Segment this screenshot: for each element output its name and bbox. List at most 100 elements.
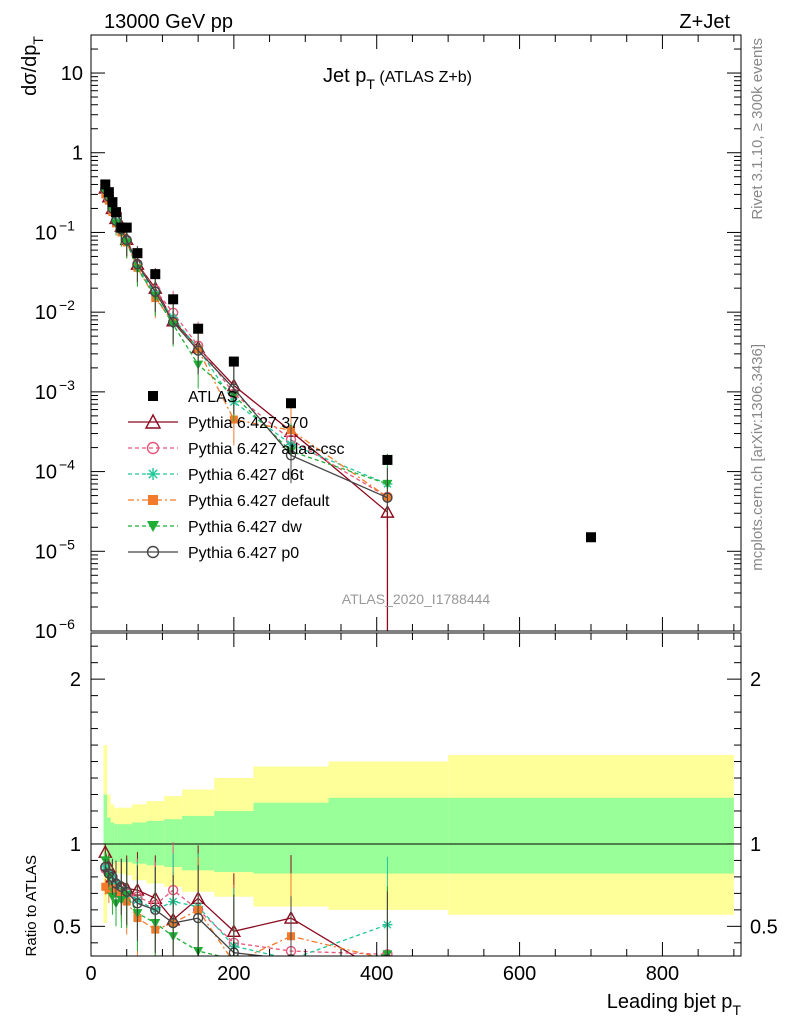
y-tick-exponent: −1 — [59, 217, 75, 233]
ratio-panel: 0 200 400 600 800 0.5 0.5 1 1 2 2 Ratio to ATLAS L… — [23, 632, 778, 1018]
ratio-point — [132, 898, 143, 909]
ratio-point — [103, 868, 115, 879]
legend-label: Pythia 6.427 default — [188, 493, 330, 510]
star-stroke — [148, 469, 158, 479]
x-tick-label: 600 — [503, 963, 536, 985]
rivet-label: Rivet 3.1.10, ≥ 300k events — [749, 38, 766, 220]
ratio-y-tick-label: 2 — [70, 669, 81, 691]
y-tick-label: 10 — [35, 222, 57, 244]
ratio-y-tick-label-right: 1 — [750, 834, 761, 856]
y-tick-exponent: −4 — [59, 457, 75, 473]
plot-title: Jet pT (ATLAS Z+b) — [323, 65, 472, 92]
legend-label: ATLAS — [188, 389, 238, 406]
ratio-point — [150, 904, 161, 916]
mcplots-label: mcplots.cern.ch [arXiv:1306.3436] — [749, 344, 766, 571]
ratio-point — [121, 886, 132, 897]
ratio-y-tick-label: 0.5 — [53, 916, 81, 938]
y-tick-exponent: −5 — [59, 536, 75, 552]
series-point — [167, 316, 179, 328]
data-point — [132, 248, 143, 259]
ratio-y-tick-label-right: 0.5 — [750, 916, 778, 938]
y-tick-exponent: −3 — [59, 377, 75, 393]
legend-entry: Pythia 6.427 dw — [128, 519, 302, 536]
stat-band — [103, 794, 108, 874]
data-point — [116, 222, 127, 233]
ratio-y-tick-label-right: 2 — [750, 669, 761, 691]
legend-marker — [146, 441, 160, 455]
data-point — [286, 398, 296, 409]
ratio-point — [192, 912, 204, 924]
legend-label: Pythia 6.427 d6t — [188, 467, 304, 484]
y-tick-exponent: −2 — [59, 297, 75, 313]
legend-label: Pythia 6.427 atlas-csc — [188, 441, 345, 458]
y-tick-label: 1 — [72, 143, 83, 165]
y-tick-label: 10 — [35, 462, 57, 484]
data-point — [193, 323, 204, 334]
data-point — [111, 207, 121, 218]
series-4 — [100, 185, 393, 514]
series-line — [104, 189, 388, 485]
ratio-point — [286, 954, 296, 956]
y-tick-label: 10 — [35, 382, 57, 404]
legend-marker — [148, 391, 158, 401]
stat-band — [214, 810, 254, 872]
series-point — [382, 492, 393, 503]
legend-marker — [147, 468, 159, 480]
data-point — [382, 454, 393, 465]
series-line — [104, 190, 388, 485]
stat-band — [146, 820, 165, 866]
series-point — [150, 286, 161, 298]
legend-marker — [147, 521, 159, 532]
legend-marker — [146, 545, 160, 559]
stat-band — [107, 817, 111, 869]
series-point — [285, 450, 297, 461]
series-line — [104, 187, 388, 513]
legend-marker — [144, 413, 162, 429]
energy-label: 13000 GeV pp — [104, 11, 233, 33]
legend: ATLAS Pythia 6.427 370 Pythia 6.427 atlas-… — [128, 389, 345, 562]
y-axis-label: dσ/dpT — [19, 36, 46, 96]
series-point — [228, 383, 240, 394]
stat-band — [448, 797, 734, 874]
process-label: Z+Jet — [679, 11, 730, 33]
data-point — [228, 356, 239, 367]
star-stroke — [287, 955, 289, 956]
ratio-point — [286, 964, 296, 973]
legend-entry: Pythia 6.427 default — [128, 493, 330, 510]
legend-label: Pythia 6.427 p0 — [188, 545, 299, 562]
main-frame — [90, 34, 742, 632]
data-point — [150, 269, 161, 280]
ratio-point — [110, 878, 122, 889]
legend-label: Pythia 6.427 370 — [188, 415, 308, 432]
stat-band — [132, 822, 147, 864]
y-tick-label: 10 — [35, 621, 57, 643]
stat-band — [114, 824, 118, 863]
series-point — [192, 345, 204, 356]
x-tick-label: 400 — [360, 963, 393, 985]
ratio-point — [167, 917, 179, 929]
stat-band — [124, 824, 133, 863]
y-tick-label: 10 — [61, 63, 83, 85]
ratio-y-axis-label: Ratio to ATLAS — [23, 855, 40, 956]
ratio-y-tick-label: 1 — [70, 834, 81, 856]
legend-label: Pythia 6.427 dw — [188, 519, 302, 536]
data-point — [107, 197, 118, 208]
y-tick-exponent: −6 — [59, 616, 75, 632]
ratio-point — [107, 892, 118, 902]
legend-entry: Pythia 6.427 atlas-csc — [128, 441, 345, 458]
series-0 — [98, 180, 395, 543]
series-point — [132, 258, 143, 270]
legend-entry: Pythia 6.427 370 — [128, 413, 308, 432]
legend-entry: ATLAS — [148, 389, 238, 406]
stat-band — [110, 822, 115, 864]
data-point — [586, 532, 596, 543]
data-point — [121, 222, 132, 233]
legend-marker — [148, 495, 158, 505]
data-point — [168, 294, 179, 305]
data-point — [100, 179, 111, 190]
y-tick-label: 10 — [35, 302, 57, 324]
x-tick-label: 800 — [646, 963, 679, 985]
analysis-label: ATLAS_2020_I1788444 — [342, 591, 491, 607]
